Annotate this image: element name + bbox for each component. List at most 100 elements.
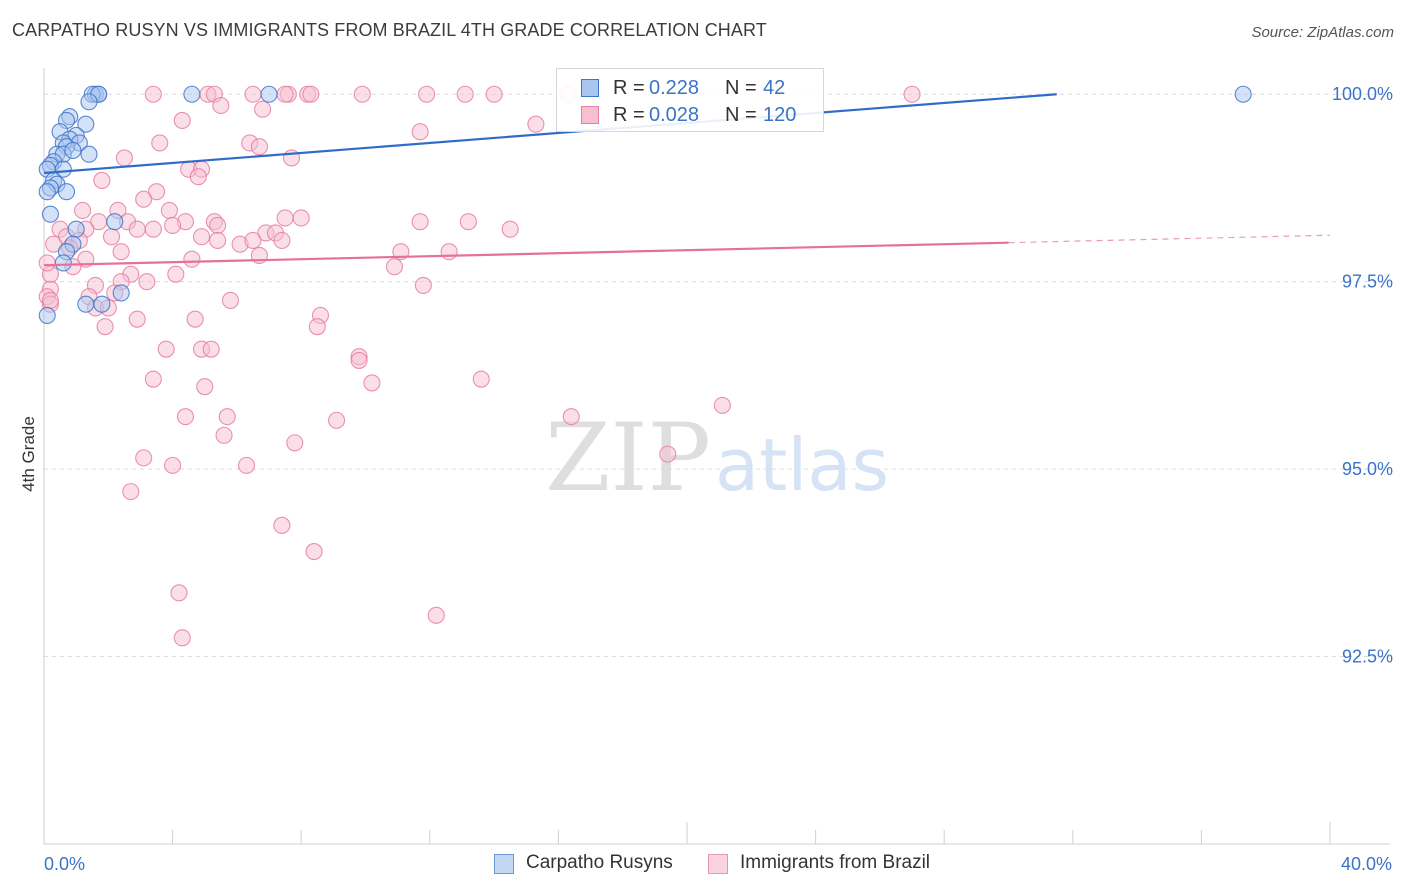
pink-point: [414, 276, 432, 294]
pink-point: [173, 629, 191, 647]
pink-point: [41, 291, 59, 309]
blue-trend-line: [43, 93, 1057, 175]
legend-label: Carpatho Rusyns: [526, 852, 673, 873]
trend-lines: [43, 93, 1331, 267]
chart-title: CARPATHO RUSYN VS IMMIGRANTS FROM BRAZIL…: [12, 20, 767, 40]
pink-point: [659, 445, 677, 463]
pink-point: [286, 434, 304, 452]
legend-row-blue: R = 0.228 N = 42: [557, 74, 823, 102]
pink-point: [273, 231, 291, 249]
blue-point: [183, 85, 201, 103]
pink-point: [472, 370, 490, 388]
y-tick-label: 95.0%: [1342, 459, 1393, 479]
pink-point: [218, 408, 236, 426]
y-tick-label: 97.5%: [1342, 272, 1393, 292]
pink-point: [385, 258, 403, 276]
pink-point: [302, 85, 320, 103]
legend-row-pink: R = 0.028 N = 120: [557, 101, 823, 129]
pink-point: [147, 183, 166, 201]
pink-point: [160, 201, 178, 220]
source-label: Source: ZipAtlas.com: [1251, 24, 1394, 41]
y-tick-label: 92.5%: [1342, 647, 1393, 667]
gridlines: [44, 93, 1390, 658]
pink-point: [456, 85, 474, 103]
blue-point: [38, 306, 56, 324]
blue-point: [260, 85, 278, 103]
pink-point: [151, 134, 169, 152]
axes: [43, 68, 1390, 845]
pink-point: [209, 216, 227, 234]
pink-trend-extension: [1008, 234, 1331, 244]
y-axis-label: 4th Grade: [19, 416, 38, 492]
pink-point: [45, 235, 63, 253]
blue-point: [54, 254, 72, 272]
pink-point: [138, 273, 156, 291]
r-value: 0.028: [649, 104, 700, 126]
blue-swatch: [494, 854, 514, 874]
pink-point: [176, 408, 195, 426]
pink-point: [135, 190, 153, 208]
pink-point: [308, 318, 326, 336]
pink-point: [74, 201, 92, 220]
pink-point: [164, 216, 182, 234]
pink-trend-line: [43, 241, 1009, 267]
blue-point: [106, 213, 124, 231]
pink-point: [209, 231, 227, 249]
pink-point: [196, 378, 214, 396]
watermark-atlas: atlas: [715, 423, 889, 507]
pink-point: [254, 100, 272, 118]
pink-point: [485, 85, 503, 103]
pink-point: [273, 516, 291, 534]
series-legend: Carpatho Rusyns Immigrants from Brazil: [0, 852, 1406, 876]
legend-label: Immigrants from Brazil: [740, 852, 931, 873]
pink-point: [167, 265, 185, 283]
pink-point: [350, 351, 368, 369]
pink-point: [157, 340, 175, 358]
pink-point: [418, 85, 436, 103]
pink-point: [93, 171, 111, 190]
blue-point: [80, 93, 98, 111]
pink-swatch: [581, 106, 599, 124]
pink-point: [38, 254, 56, 272]
pink-point: [501, 220, 519, 238]
pink-point: [459, 213, 477, 231]
pink-point: [305, 543, 323, 561]
blue-point: [77, 115, 95, 133]
pink-point: [192, 228, 211, 246]
correlation-legend: R = 0.228 N = 42 R = 0.028 N = 120: [556, 68, 824, 132]
pink-point: [353, 85, 371, 103]
pink-point: [186, 310, 204, 328]
tick-labels: 100.0% 97.5% 95.0% 92.5% 0.0% 40.0%: [44, 84, 1393, 874]
pink-point: [96, 318, 114, 336]
pink-point: [170, 584, 188, 602]
x-tick-label: 40.0%: [1341, 854, 1392, 874]
pink-point: [215, 426, 233, 444]
blue-points: [38, 85, 1252, 324]
pink-point: [250, 138, 268, 156]
pink-point: [292, 209, 310, 227]
pink-point: [128, 310, 146, 328]
pink-point: [183, 250, 201, 268]
blue-point: [1234, 85, 1252, 103]
pink-point: [221, 291, 240, 309]
pink-point: [244, 231, 262, 249]
x-tick-label: 0.0%: [44, 854, 85, 874]
r-label: R =: [613, 77, 645, 99]
blue-point: [93, 295, 111, 313]
pink-point: [527, 115, 545, 133]
blue-point: [41, 205, 59, 223]
pink-point: [328, 411, 346, 429]
pink-point: [237, 456, 256, 474]
pink-point: [112, 243, 130, 261]
y-tick-label: 100.0%: [1332, 84, 1393, 104]
pink-point: [363, 374, 381, 392]
pink-point: [173, 111, 191, 130]
pink-point: [202, 340, 220, 358]
n-label: N =: [725, 104, 757, 126]
pink-swatch: [708, 854, 728, 874]
blue-swatch: [581, 79, 599, 97]
blue-point: [64, 141, 82, 160]
pink-point: [115, 149, 133, 167]
watermark: ZIP atlas: [545, 404, 889, 513]
